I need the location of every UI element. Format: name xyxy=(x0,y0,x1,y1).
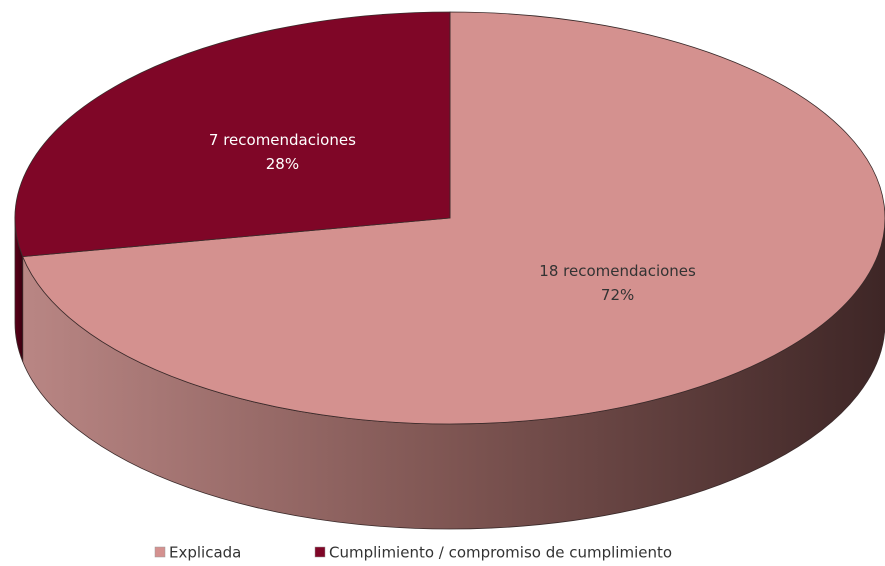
data-label: 18 recomendaciones xyxy=(539,262,696,280)
pie-slice xyxy=(14,11,451,258)
percent-label: 72% xyxy=(601,286,634,304)
legend-swatch xyxy=(154,546,166,558)
data-label: 7 recomendaciones xyxy=(209,131,356,149)
pie-slice xyxy=(22,11,885,425)
legend-swatch xyxy=(314,546,326,558)
percent-label: 28% xyxy=(266,155,299,173)
legend-label: Cumplimiento / compromiso de cumplimient… xyxy=(329,544,672,562)
legend-label: Explicada xyxy=(169,544,241,562)
